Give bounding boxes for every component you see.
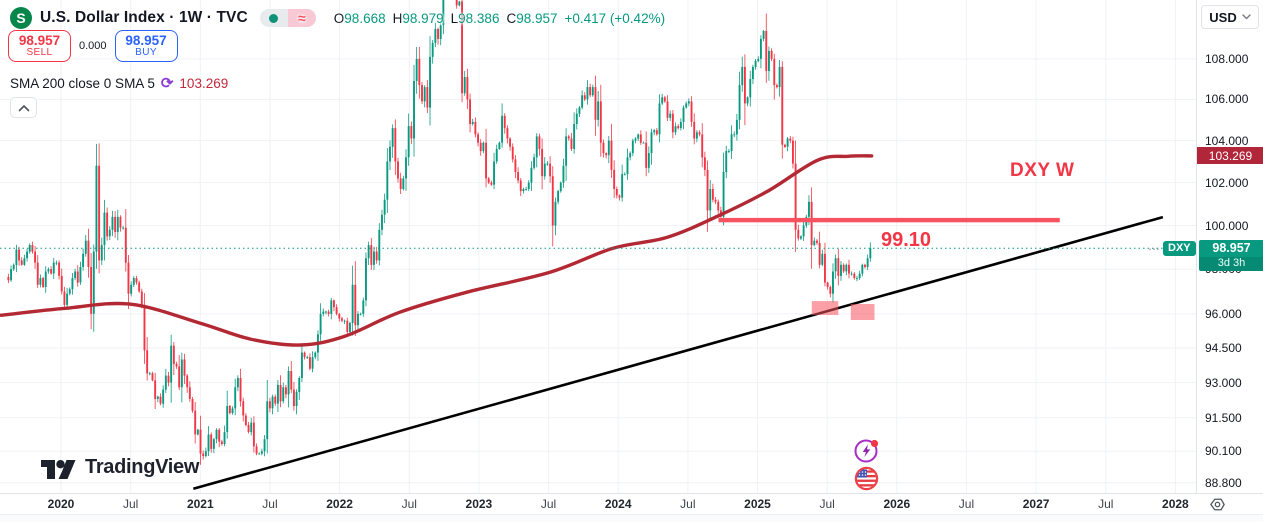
price-axis-label: 104.000 xyxy=(1205,133,1249,148)
annotation-price-level-99-10[interactable]: 99.10 xyxy=(881,229,932,251)
price-axis-label: 93.000 xyxy=(1205,375,1242,390)
chart-event-icons xyxy=(853,437,880,492)
time-axis-label: Jul xyxy=(680,497,696,511)
price-axis-label: 106.000 xyxy=(1205,92,1249,107)
chart-pane[interactable]: S U.S. Dollar Index · 1W · TVC ≈ O98.668… xyxy=(0,0,1196,493)
price-axis[interactable]: USD 108.000 106.000 104.000 102.000 100.000 9… xyxy=(1196,0,1263,493)
time-axis-label: 2027 xyxy=(1022,497,1050,511)
indicator-refresh-icon[interactable]: ⟳ xyxy=(160,75,174,92)
time-axis-label: Jul xyxy=(540,497,557,511)
indicator-value: 103.269 xyxy=(179,75,229,91)
price-axis-label: 96.000 xyxy=(1205,306,1242,321)
ellipsis-icon[interactable]: ⋯ xyxy=(1148,241,1160,256)
sell-price: 98.957 xyxy=(18,32,61,48)
price-axis-label: 91.500 xyxy=(1205,410,1242,425)
time-axis-label: 2028 xyxy=(1162,497,1189,511)
trade-buttons-row: 98.957 SELL 0.000 98.957 BUY xyxy=(8,30,178,62)
symbol-mini-badge[interactable]: DXY xyxy=(1163,241,1196,257)
price-axis-label: 100.000 xyxy=(1205,218,1249,233)
time-axis-label: Jul xyxy=(819,497,835,511)
ohlc-close: C98.957 xyxy=(506,10,558,26)
time-axis[interactable]: 2020 Jul 2021 Jul 2022 Jul 2023 Jul 2024 Jul 2025 J… xyxy=(0,493,1263,514)
time-axis-label: 2024 xyxy=(604,497,632,511)
approx-icon: ≈ xyxy=(297,10,306,26)
price-axis-label: 88.800 xyxy=(1205,475,1242,490)
time-axis-label: Jul xyxy=(958,497,975,511)
ohlc-open: O98.668 xyxy=(333,10,386,26)
time-axis-label: Jul xyxy=(401,497,417,511)
annotation-dxy-w[interactable]: DXY W xyxy=(1010,160,1075,181)
indicator-title[interactable]: SMA 200 close 0 SMA 5 xyxy=(10,75,155,91)
window-bottom-edge xyxy=(0,514,1263,522)
last-price-badge: 98.957 3d 3h xyxy=(1199,240,1263,272)
symbol-legend-row: S U.S. Dollar Index · 1W · TVC ≈ O98.668… xyxy=(10,6,665,30)
time-axis-label: 2026 xyxy=(883,497,911,511)
bar-countdown: 3d 3h xyxy=(1199,257,1263,272)
tradingview-logo-text: TradingView xyxy=(85,456,200,478)
price-axis-label: 102.000 xyxy=(1205,175,1249,190)
time-axis-label: 2022 xyxy=(326,497,353,511)
tradingview-mark-icon xyxy=(41,460,76,479)
currency-label: USD xyxy=(1209,9,1237,25)
time-axis-label: 2020 xyxy=(47,497,75,511)
axis-settings-button[interactable] xyxy=(1204,495,1230,514)
delayed-data-pill[interactable]: ≈ xyxy=(287,9,316,27)
indicator-legend-row: SMA 200 close 0 SMA 5 ⟳ 103.269 xyxy=(10,74,228,92)
collapse-legend-button[interactable] xyxy=(10,97,37,118)
price-chart-canvas[interactable] xyxy=(0,0,1196,493)
ohlc-low: L98.386 xyxy=(450,10,500,26)
sell-button[interactable]: 98.957 SELL xyxy=(8,30,71,62)
price-axis-label: 108.000 xyxy=(1205,51,1249,66)
sma-price-badge: 103.269 xyxy=(1197,147,1263,165)
spread-value: 0.000 xyxy=(79,40,107,52)
time-axis-label: 2021 xyxy=(186,497,214,511)
buy-button[interactable]: 98.957 BUY xyxy=(114,30,178,62)
us-flag-event-icon[interactable] xyxy=(853,465,880,492)
time-axis-label: 2023 xyxy=(465,497,493,511)
ohlc-values: O98.668 H98.979 L98.386 C98.957 +0.417 (… xyxy=(334,11,665,26)
tradingview-logo[interactable]: TradingView xyxy=(40,454,199,481)
gear-icon xyxy=(1209,498,1225,511)
currency-dropdown[interactable]: USD xyxy=(1201,5,1259,29)
last-price-series-label: ⋯ DXY xyxy=(1148,241,1196,257)
symbol-title[interactable]: U.S. Dollar Index · 1W · TVC xyxy=(40,9,248,26)
time-axis-label: Jul xyxy=(1098,497,1114,511)
time-axis-label: Jul xyxy=(262,497,278,511)
chevron-down-icon xyxy=(1242,14,1251,20)
buy-price: 98.957 xyxy=(125,32,167,48)
economic-event-icon[interactable] xyxy=(853,437,880,464)
time-axis-label: 2025 xyxy=(744,497,771,511)
chevron-up-icon xyxy=(18,104,29,111)
market-status-pills: ≈ xyxy=(259,9,316,27)
symbol-logo[interactable]: S xyxy=(10,7,32,29)
ohlc-change: +0.417 (+0.42%) xyxy=(564,10,666,26)
time-axis-label: Jul xyxy=(122,497,139,511)
price-axis-label: 94.500 xyxy=(1205,340,1242,355)
market-status-dot-icon xyxy=(269,13,279,23)
last-price-value: 98.957 xyxy=(1199,240,1263,258)
price-axis-label: 90.100 xyxy=(1205,444,1242,459)
market-status-pill[interactable] xyxy=(259,9,288,27)
ohlc-high: H98.979 xyxy=(392,10,444,26)
